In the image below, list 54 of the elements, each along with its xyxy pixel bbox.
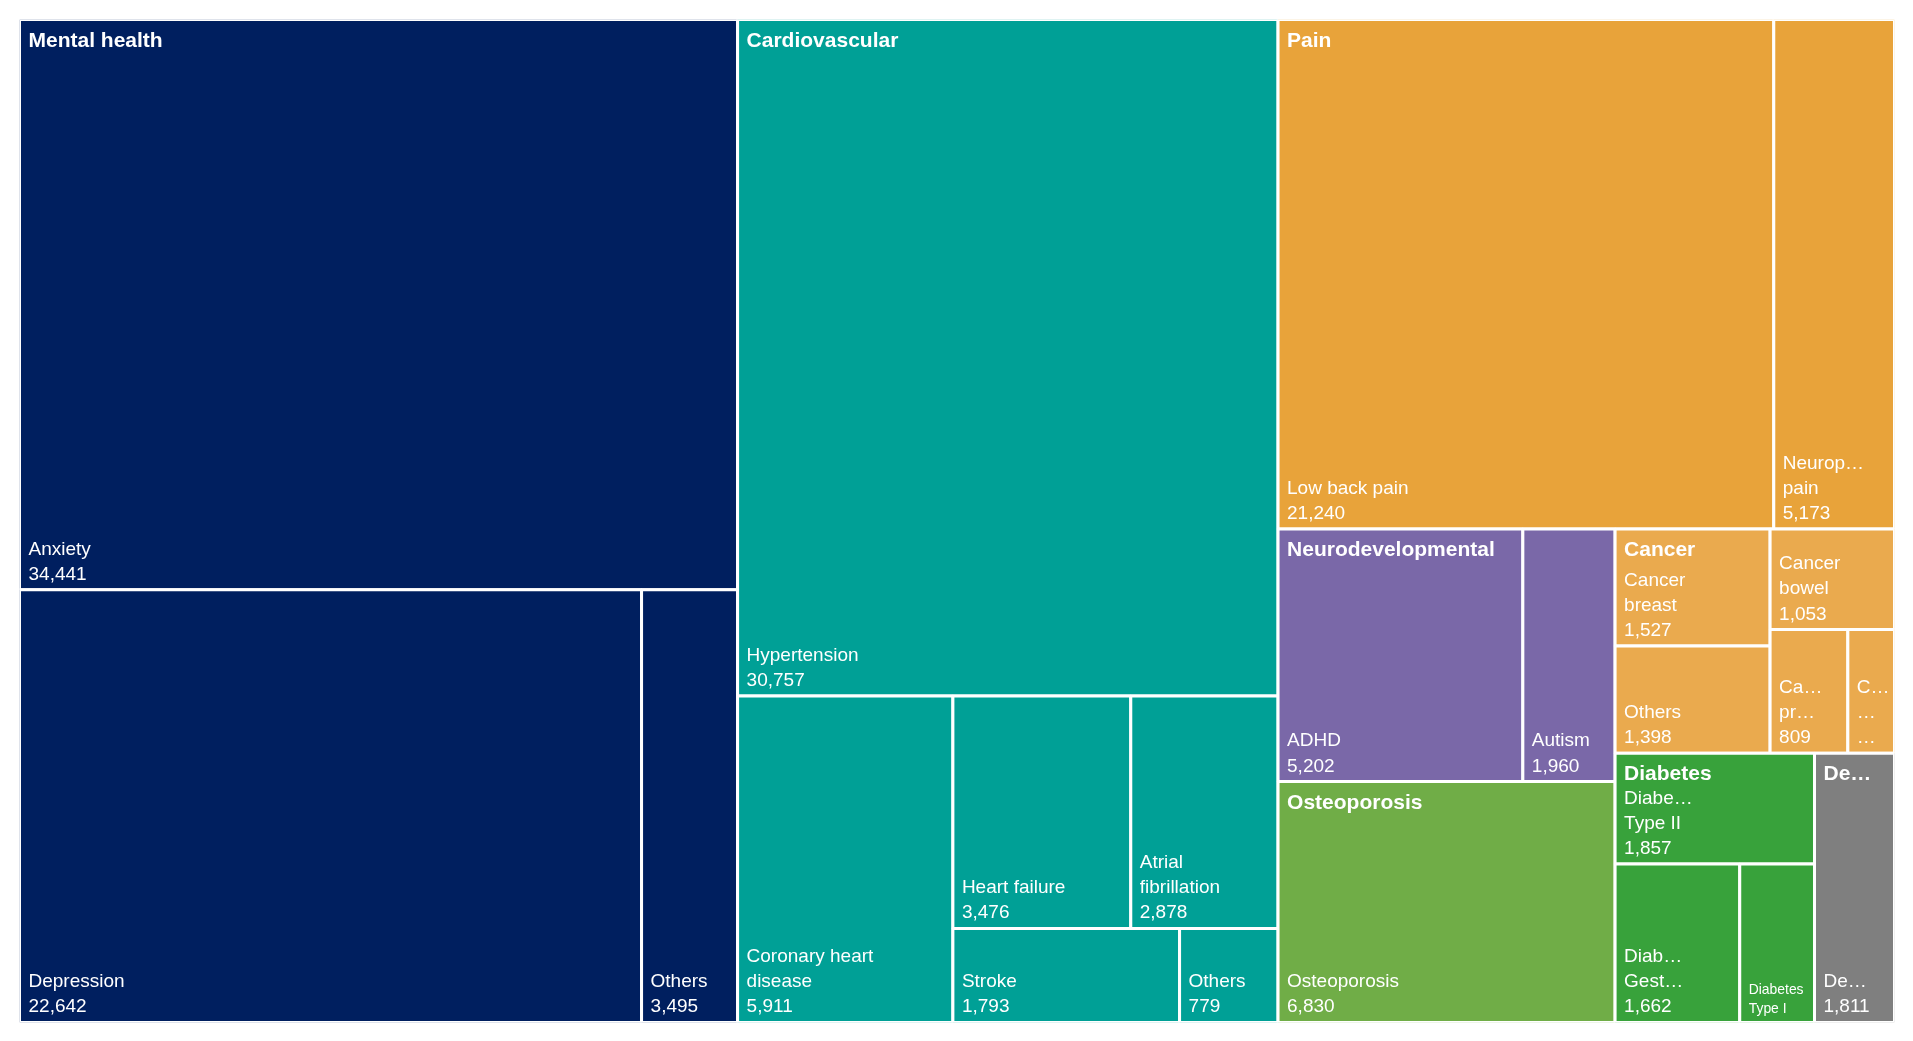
text: De… xyxy=(1823,970,1867,992)
data-label: 30,757 xyxy=(746,669,805,691)
category-label: Others xyxy=(1624,701,1682,723)
data-label: 5,173 xyxy=(1782,501,1831,523)
data-label: 779 xyxy=(1188,995,1221,1017)
data-label: 5,202 xyxy=(1287,754,1335,776)
text: Osteoporosis xyxy=(1287,970,1399,992)
category-label: Ca… pr… xyxy=(1779,675,1823,723)
text: Cancer xyxy=(1624,568,1687,590)
category-label: Anxiety xyxy=(28,537,92,559)
category-label: Depression xyxy=(28,970,125,992)
category-label: Others xyxy=(1188,970,1246,992)
category-label: Coronary heart disease xyxy=(746,945,875,992)
text: Diabetes xyxy=(1748,981,1804,998)
category-label: Type I xyxy=(1748,1000,1787,1017)
category-label: Heart failure xyxy=(961,876,1066,898)
data-label: 1,053 xyxy=(1779,602,1827,624)
data-label: 1,857 xyxy=(1624,836,1672,858)
data-label: 6,830 xyxy=(1287,995,1335,1017)
data-label: 1,398 xyxy=(1624,726,1672,748)
text: Cancer xyxy=(1624,536,1696,560)
text: Neurodevelopmental xyxy=(1287,536,1495,560)
category-label: Others xyxy=(650,970,708,992)
category-label: De… xyxy=(1823,761,1872,785)
category-label: ADHD xyxy=(1287,729,1341,751)
text: Cardiovascular xyxy=(746,27,899,51)
data-label: 21,240 xyxy=(1287,501,1346,523)
category-label: Low back pain xyxy=(1287,476,1409,498)
category-label: C… … … xyxy=(1856,675,1890,748)
data-label: 1,662 xyxy=(1624,995,1672,1017)
data-label: 22,642 xyxy=(28,995,87,1017)
category-label: Autism xyxy=(1531,729,1590,751)
text: Pain xyxy=(1287,27,1332,51)
text: Diabetes xyxy=(1624,761,1712,785)
category-label: Neurop… pain xyxy=(1782,451,1865,498)
category-label: breast xyxy=(1624,593,1677,615)
category-label: Diab… Gest… xyxy=(1624,945,1684,992)
category-label: Cancer bowel xyxy=(1779,552,1842,599)
text: Mental health xyxy=(28,27,163,51)
data-label: 34,441 xyxy=(28,562,87,584)
data-label: 2,878 xyxy=(1139,901,1188,923)
data-label: 1,793 xyxy=(961,995,1010,1017)
data-label: 3,495 xyxy=(650,995,699,1017)
data-label: 1,960 xyxy=(1531,754,1580,776)
data-label: 1,527 xyxy=(1624,619,1672,641)
category-label: Diabe… Type II xyxy=(1624,786,1693,833)
data-label: 1,811 xyxy=(1823,995,1870,1017)
category-label: Stroke xyxy=(961,970,1017,992)
category-label: Hypertension xyxy=(746,643,859,665)
category-label: Atrial fibrillation xyxy=(1139,851,1221,898)
data-label: 809 xyxy=(1779,726,1811,748)
data-label: 5,911 xyxy=(746,995,793,1017)
data-label: 3,476 xyxy=(961,901,1010,923)
category-label: Osteoporosis xyxy=(1287,789,1423,813)
